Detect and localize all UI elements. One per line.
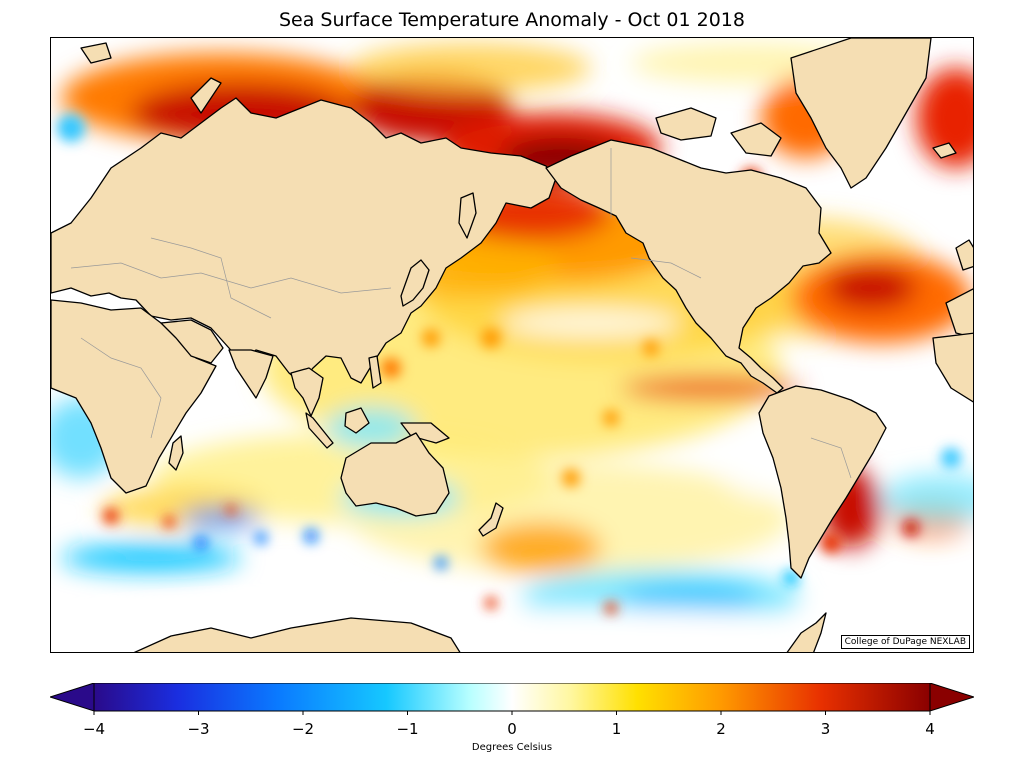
kamchatka xyxy=(458,192,477,239)
antarctica xyxy=(133,617,461,652)
colorbar-tick-label: 1 xyxy=(611,720,622,738)
madagascar xyxy=(168,435,184,471)
baffin-island xyxy=(730,122,782,157)
colorbar-tick-label: 0 xyxy=(507,720,517,738)
colorbar-ticks xyxy=(93,711,931,715)
africa xyxy=(51,299,217,494)
map-title: Sea Surface Temperature Anomaly - Oct 01… xyxy=(279,9,745,31)
novaya-zemlya xyxy=(190,77,222,114)
borneo xyxy=(344,407,370,434)
sst-anomaly-map: College of DuPage NEXLAB xyxy=(50,37,974,653)
sumatra xyxy=(305,412,334,449)
british-isles xyxy=(955,239,973,271)
australia xyxy=(340,432,450,517)
country-borders xyxy=(70,148,852,479)
eurasia xyxy=(51,97,557,384)
iceland xyxy=(932,142,957,159)
colorbar-extend-min xyxy=(50,683,95,712)
colorbar-tick-label: −1 xyxy=(396,720,419,738)
colorbar xyxy=(50,683,974,715)
north-america xyxy=(545,139,832,394)
credit-label: College of DuPage NEXLAB xyxy=(840,635,970,649)
greenland xyxy=(790,38,932,189)
colorbar-tick-label: −3 xyxy=(187,720,210,738)
antarctic-peninsula xyxy=(786,612,827,652)
japan xyxy=(400,259,430,307)
colorbar-tick-label: 2 xyxy=(716,720,726,738)
colorbar-gradient xyxy=(93,683,931,712)
colorbar-extend-max xyxy=(929,683,974,712)
india xyxy=(228,349,274,399)
south-america xyxy=(758,385,887,579)
canadian-islands xyxy=(655,107,717,141)
svalbard xyxy=(80,42,112,64)
colorbar-tick-label: 3 xyxy=(820,720,831,738)
philippines xyxy=(368,355,382,389)
africa-west xyxy=(932,332,973,403)
new-zealand xyxy=(478,502,504,537)
map-canvas xyxy=(51,38,973,652)
new-guinea xyxy=(400,422,450,444)
arabia xyxy=(160,319,224,364)
colorbar-tick-label: −2 xyxy=(291,720,315,738)
colorbar-units-label: Degrees Celsius xyxy=(471,742,553,753)
colorbar-tick-label: −4 xyxy=(82,720,106,738)
indochina xyxy=(290,367,324,417)
land-masses xyxy=(51,38,973,652)
iberia-west xyxy=(945,288,973,339)
colorbar-tick-label: 4 xyxy=(925,720,935,738)
